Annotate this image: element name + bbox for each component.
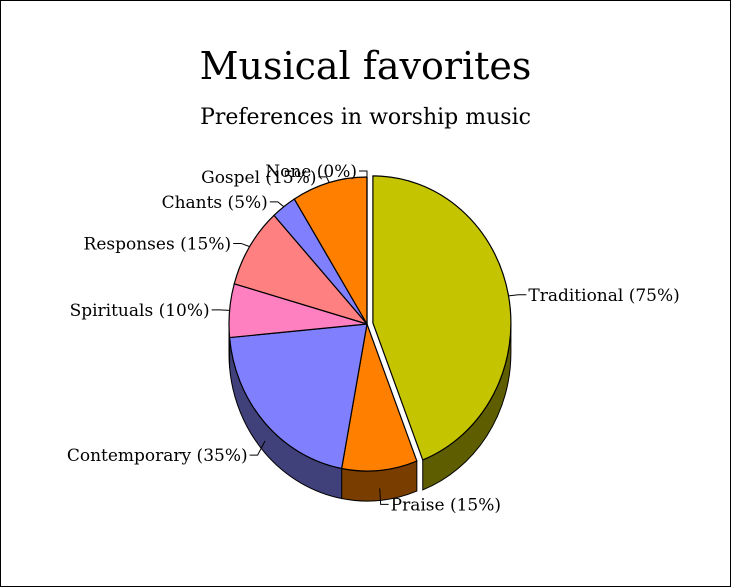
label-leader-chants — [269, 201, 285, 208]
pie-slice-traditional — [372, 175, 512, 461]
pie-sides — [228, 322, 512, 502]
pie-slice-responses — [233, 214, 368, 325]
slice-label-responses: Responses (15%) — [84, 234, 232, 254]
label-leader-traditional — [508, 294, 527, 297]
slice-label-traditional: Traditional (75%) — [528, 286, 679, 306]
slice-label-chants: Chants (5%) — [162, 193, 268, 213]
slice-label-gospel: Gospel (15%) — [201, 168, 316, 188]
pie-slice-praise — [341, 323, 418, 472]
pie-slice-contemporary — [228, 323, 368, 470]
pie-labels: Traditional (75%) Praise (15%) Contemporar… — [67, 162, 680, 515]
chart-title: Musical favorites — [199, 44, 532, 88]
chart-subtitle: Preferences in worship music — [200, 105, 531, 130]
pie-slice-gospel — [293, 176, 368, 325]
slice-label-spirituals: Spirituals (10%) — [70, 301, 210, 321]
label-leader-responses — [233, 242, 250, 248]
pie-slices — [228, 175, 512, 472]
label-leader-gospel — [318, 176, 330, 183]
label-leader-praise — [379, 488, 389, 505]
label-leader-spirituals — [211, 309, 230, 311]
label-leader-contemporary — [249, 440, 266, 456]
label-leader-none — [359, 170, 368, 177]
slice-label-none: None (0%) — [265, 162, 357, 182]
slice-label-contemporary: Contemporary (35%) — [67, 446, 248, 466]
slice-label-praise: Praise (15%) — [391, 495, 501, 515]
